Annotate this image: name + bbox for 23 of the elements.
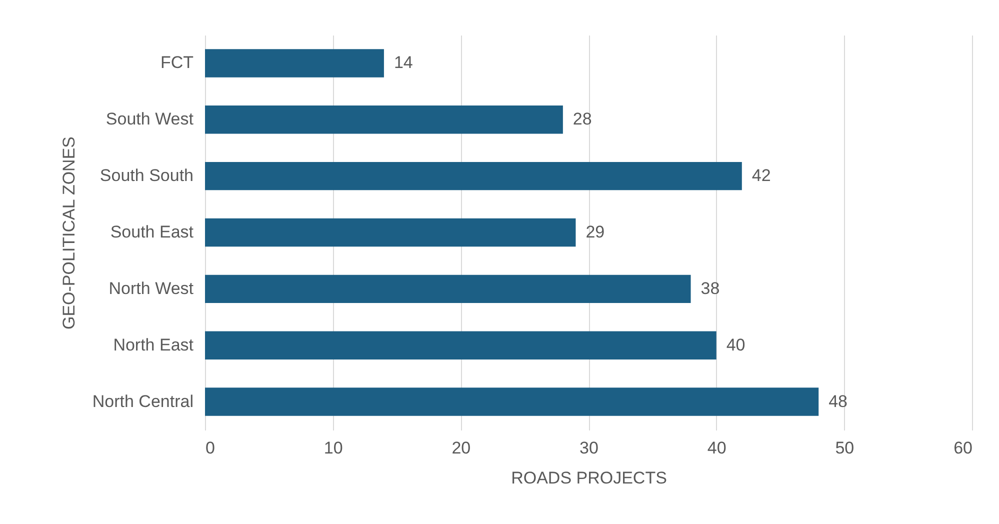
x-tick-label: 30 bbox=[580, 438, 598, 458]
x-tick-label: 20 bbox=[452, 438, 471, 458]
y-tick-label: South East bbox=[110, 222, 194, 242]
x-tick-label: 50 bbox=[835, 438, 854, 458]
y-tick-label: North West bbox=[108, 278, 194, 298]
x-tick-label: 60 bbox=[954, 438, 972, 458]
x-tick-label: 0 bbox=[206, 438, 215, 458]
data-label: 42 bbox=[752, 166, 771, 186]
y-tick-label: North East bbox=[113, 335, 194, 354]
data-label: 28 bbox=[572, 110, 592, 129]
x-tick-label: 10 bbox=[324, 438, 343, 458]
x-axis-title: ROADS PROJECTS bbox=[511, 468, 667, 488]
data-label: 14 bbox=[394, 53, 413, 72]
y-axis-title: GEO-POLITICAL ZONES bbox=[59, 136, 78, 330]
y-tick-label: North Central bbox=[92, 392, 194, 411]
y-tick-label: FCT bbox=[160, 53, 194, 72]
y-tick-label: South West bbox=[106, 110, 194, 129]
data-label: 29 bbox=[586, 222, 605, 242]
y-tick-label: South South bbox=[100, 166, 194, 186]
data-label: 48 bbox=[828, 392, 848, 411]
x-tick-label: 40 bbox=[707, 438, 726, 458]
data-label: 40 bbox=[726, 335, 746, 354]
data-label: 38 bbox=[700, 278, 720, 298]
